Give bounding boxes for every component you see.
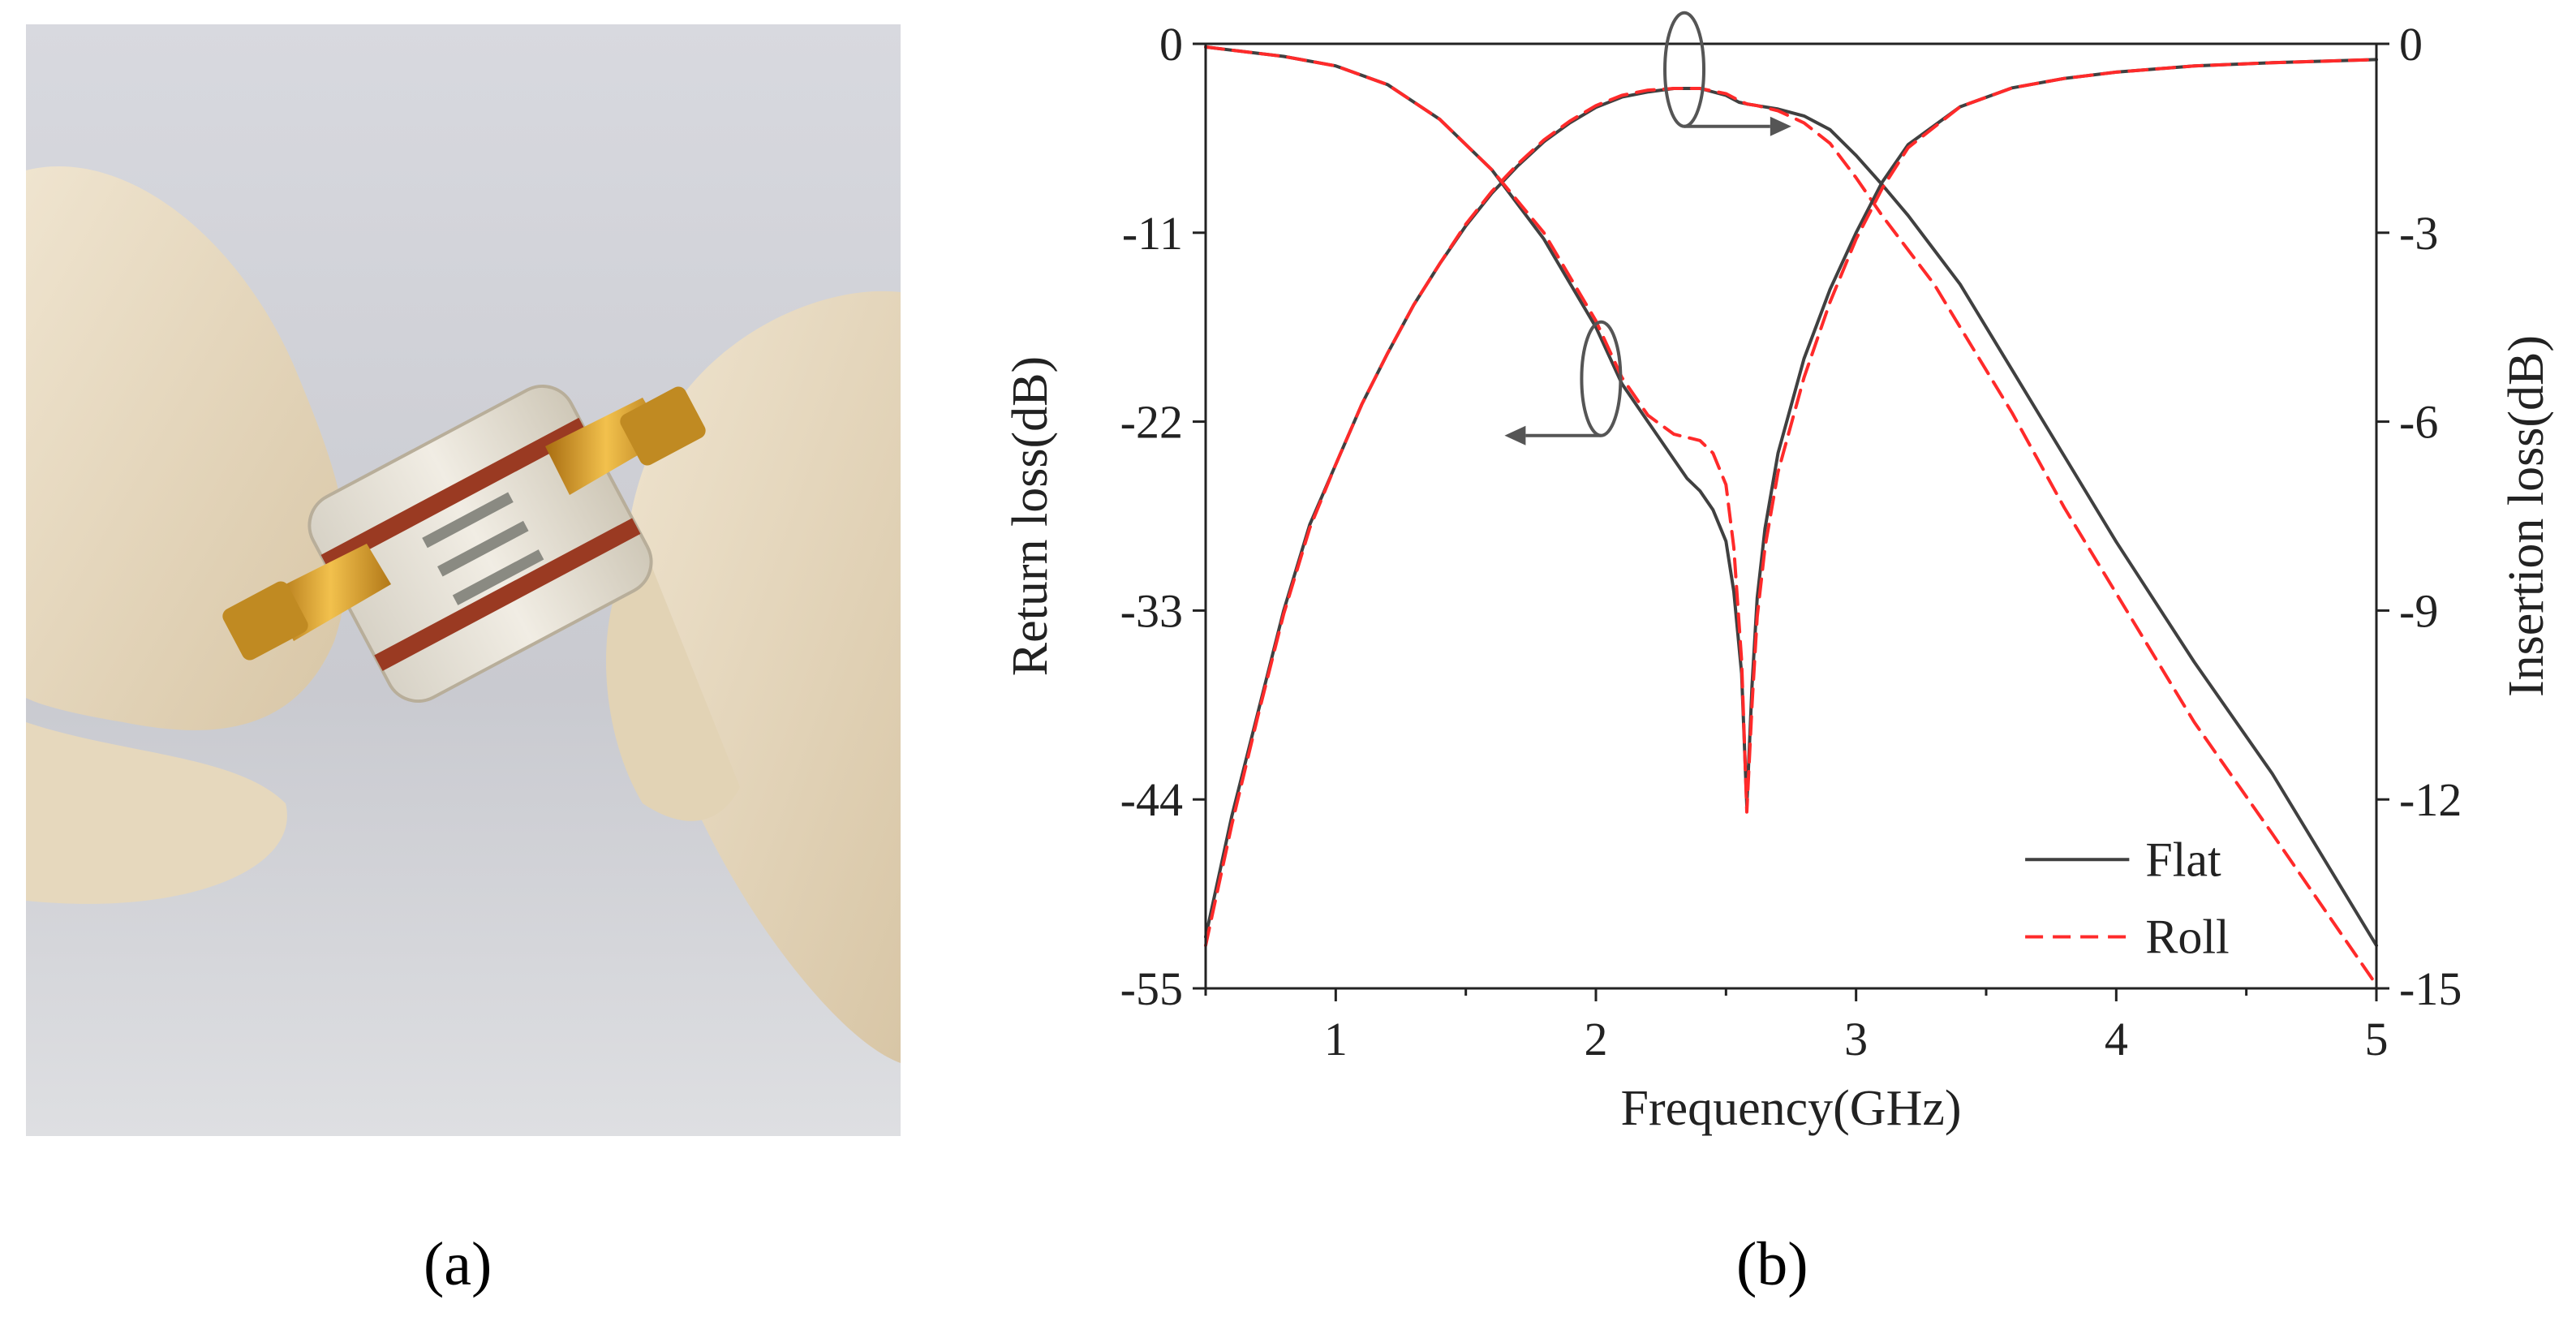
series-line-flat-return-loss: [1204, 87, 2378, 948]
y-left-tick-label: -44: [1120, 773, 1183, 826]
right-axis-annotation-ellipse: [1663, 11, 1706, 128]
y-right-tick-label: -3: [2399, 207, 2438, 260]
ticks-layer: 1 2 3 4 5 0 -11 -22 -33 -44 -55 0 -3 -6 -9 -12 -15: [1120, 18, 2462, 1065]
y-axis-right-label: Insertion loss(dB): [2499, 335, 2554, 697]
y-left-tick-label: 0: [1159, 18, 1183, 71]
sma-connector-right: [545, 386, 706, 495]
left-glove-thumb: [26, 722, 287, 904]
panel-label-a: (a): [424, 1230, 492, 1298]
left-axis-arrowhead: [1504, 425, 1526, 445]
sma-connector-left: [222, 544, 391, 661]
y-right-tick-label: -9: [2399, 584, 2438, 637]
legend-label-flat: Flat: [2145, 833, 2221, 886]
series-line-roll-insertion-loss: [1204, 45, 2378, 814]
x-tick-label: 5: [2365, 1013, 2389, 1065]
x-tick-label: 1: [1324, 1013, 1348, 1065]
chart-svg: 1 2 3 4 5 0 -11 -22 -33 -44 -55 0 -3 -6 -9 -12 -15 Frequ…: [1003, 11, 2554, 1136]
right-axis-arrowhead: [1770, 116, 1791, 136]
rolled-filter: [307, 384, 653, 704]
x-tick-label: 4: [2105, 1013, 2128, 1065]
x-axis-label: Frequency(GHz): [1620, 1081, 1961, 1136]
y-right-tick-label: -6: [2399, 396, 2438, 449]
y-left-tick-label: -22: [1120, 396, 1183, 449]
legend: Flat Roll: [2025, 833, 2230, 964]
y-right-tick-label: -15: [2399, 962, 2462, 1015]
y-axis-left-label: Return loss(dB): [1003, 356, 1058, 676]
x-tick-label: 3: [1844, 1013, 1868, 1065]
y-left-tick-label: -33: [1120, 584, 1183, 637]
device-photo-illustration: [26, 24, 901, 1136]
x-tick-label: 2: [1585, 1013, 1608, 1065]
annotation-layer: [1504, 11, 1791, 445]
plot-frame: [1204, 42, 2378, 990]
y-right-tick-label: 0: [2399, 18, 2423, 71]
right-glove-finger: [606, 544, 740, 821]
panel-label-b: (b): [1736, 1230, 1808, 1298]
y-left-tick-label: -11: [1122, 207, 1183, 260]
series-layer: [1204, 45, 2378, 987]
device-photo: [26, 24, 901, 1136]
right-glove: [626, 291, 901, 1063]
legend-label-roll: Roll: [2145, 910, 2229, 964]
y-left-tick-label: -55: [1120, 962, 1183, 1015]
chart-panel: 1 2 3 4 5 0 -11 -22 -33 -44 -55 0 -3 -6 -9 -12 -15 Frequ…: [933, 0, 2576, 1177]
series-line-roll-return-loss: [1204, 87, 2378, 987]
y-right-tick-label: -12: [2399, 773, 2462, 826]
